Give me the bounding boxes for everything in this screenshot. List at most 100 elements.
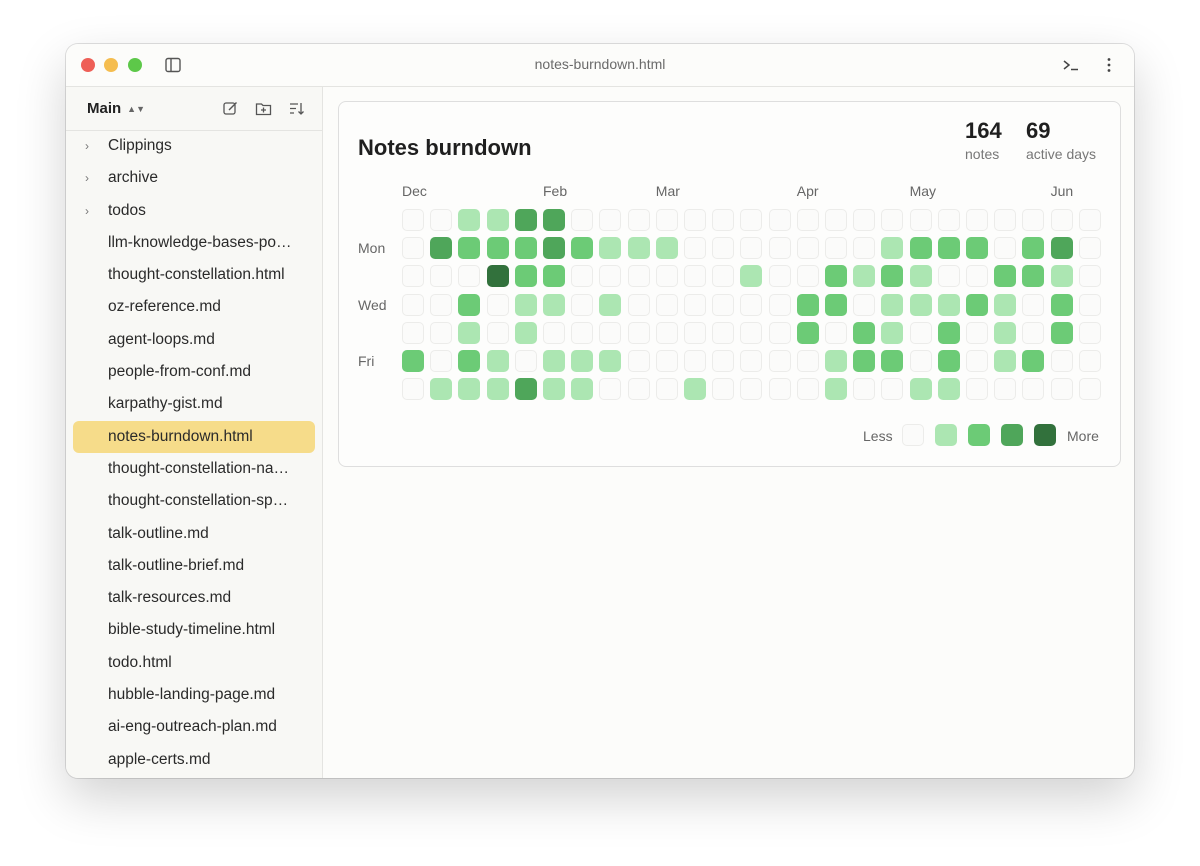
heatmap-cell[interactable] — [740, 293, 763, 316]
heatmap-cell[interactable] — [514, 293, 537, 316]
heatmap-cell[interactable] — [684, 209, 706, 231]
heatmap-cell[interactable] — [994, 265, 1017, 288]
heatmap-cell[interactable] — [937, 321, 960, 344]
heatmap-cell[interactable] — [825, 350, 847, 372]
vault-switcher[interactable]: Main ▲▼ — [87, 100, 145, 117]
heatmap-cell[interactable] — [684, 265, 706, 288]
heatmap-cell[interactable] — [825, 237, 847, 260]
heatmap-cell[interactable] — [994, 293, 1017, 316]
heatmap-cell[interactable] — [543, 350, 565, 372]
sidebar-file[interactable]: hubble-landing-page.md — [73, 679, 315, 711]
heatmap-cell[interactable] — [486, 265, 509, 288]
sidebar-folder[interactable]: › Clippings — [73, 130, 315, 162]
heatmap-cell[interactable] — [712, 293, 735, 316]
heatmap-cell[interactable] — [966, 321, 988, 344]
heatmap-cell[interactable] — [881, 350, 904, 372]
heatmap-cell[interactable] — [881, 209, 904, 231]
heatmap-cell[interactable] — [458, 321, 481, 344]
heatmap-cell[interactable] — [768, 237, 791, 260]
heatmap-cell[interactable] — [514, 209, 537, 231]
heatmap-cell[interactable] — [599, 265, 622, 288]
sidebar-file[interactable]: bible-study-timeline.html — [73, 614, 315, 646]
heatmap-cell[interactable] — [1050, 378, 1073, 401]
heatmap-cell[interactable] — [486, 321, 509, 344]
heatmap-cell[interactable] — [1050, 209, 1073, 231]
heatmap-cell[interactable] — [994, 350, 1017, 372]
heatmap-cell[interactable] — [966, 350, 988, 372]
heatmap-cell[interactable] — [909, 378, 932, 401]
sidebar-file[interactable]: karpathy-gist.md — [73, 388, 315, 420]
heatmap-cell[interactable] — [402, 265, 424, 288]
heatmap-cell[interactable] — [430, 321, 453, 344]
zoom-window-button[interactable] — [128, 58, 142, 72]
new-folder-icon[interactable] — [255, 100, 272, 117]
heatmap-cell[interactable] — [740, 209, 763, 231]
heatmap-cell[interactable] — [430, 378, 453, 401]
heatmap-cell[interactable] — [881, 237, 904, 260]
heatmap-cell[interactable] — [655, 265, 678, 288]
heatmap-cell[interactable] — [909, 209, 932, 231]
heatmap-cell[interactable] — [655, 237, 678, 260]
heatmap-cell[interactable] — [655, 293, 678, 316]
heatmap-cell[interactable] — [853, 350, 876, 372]
heatmap-cell[interactable] — [937, 293, 960, 316]
heatmap-cell[interactable] — [402, 378, 424, 401]
heatmap-cell[interactable] — [796, 209, 819, 231]
heatmap-cell[interactable] — [994, 209, 1017, 231]
heatmap-cell[interactable] — [796, 265, 819, 288]
heatmap-cell[interactable] — [994, 237, 1017, 260]
heatmap-cell[interactable] — [627, 378, 650, 401]
heatmap-cell[interactable] — [1050, 265, 1073, 288]
heatmap-cell[interactable] — [825, 321, 847, 344]
heatmap-cell[interactable] — [543, 209, 565, 231]
heatmap-cell[interactable] — [1022, 293, 1045, 316]
heatmap-cell[interactable] — [712, 321, 735, 344]
heatmap-cell[interactable] — [571, 265, 594, 288]
sort-icon[interactable] — [288, 100, 305, 117]
heatmap-cell[interactable] — [684, 378, 706, 401]
sidebar-file[interactable]: apple-certs.md — [73, 744, 315, 776]
heatmap-cell[interactable] — [1050, 350, 1073, 372]
heatmap-cell[interactable] — [543, 321, 565, 344]
heatmap-cell[interactable] — [768, 378, 791, 401]
sidebar-file[interactable]: todo.html — [73, 647, 315, 679]
heatmap-cell[interactable] — [740, 378, 763, 401]
heatmap-cell[interactable] — [994, 321, 1017, 344]
heatmap-cell[interactable] — [543, 265, 565, 288]
heatmap-cell[interactable] — [571, 350, 594, 372]
heatmap-cell[interactable] — [627, 350, 650, 372]
heatmap-cell[interactable] — [796, 350, 819, 372]
heatmap-cell[interactable] — [825, 209, 847, 231]
heatmap-cell[interactable] — [966, 378, 988, 401]
heatmap-cell[interactable] — [966, 265, 988, 288]
heatmap-cell[interactable] — [627, 293, 650, 316]
sidebar-folder[interactable]: › todos — [73, 195, 315, 227]
heatmap-cell[interactable] — [1050, 321, 1073, 344]
heatmap-cell[interactable] — [796, 237, 819, 260]
heatmap-cell[interactable] — [937, 209, 960, 231]
sidebar-file[interactable]: people-from-conf.md — [73, 356, 315, 388]
heatmap-cell[interactable] — [796, 321, 819, 344]
heatmap-cell[interactable] — [881, 293, 904, 316]
sidebar-file[interactable]: thought-constellation.html — [73, 259, 315, 291]
heatmap-cell[interactable] — [966, 237, 988, 260]
heatmap-cell[interactable] — [655, 209, 678, 231]
heatmap-cell[interactable] — [853, 378, 876, 401]
heatmap-cell[interactable] — [402, 209, 424, 231]
heatmap-cell[interactable] — [966, 209, 988, 231]
heatmap-cell[interactable] — [937, 265, 960, 288]
heatmap-cell[interactable] — [740, 350, 763, 372]
heatmap-cell[interactable] — [514, 378, 537, 401]
heatmap-cell[interactable] — [881, 321, 904, 344]
heatmap-cell[interactable] — [712, 209, 735, 231]
heatmap-cell[interactable] — [1078, 378, 1101, 401]
heatmap-cell[interactable] — [994, 378, 1017, 401]
heatmap-cell[interactable] — [1078, 350, 1101, 372]
heatmap-cell[interactable] — [599, 237, 622, 260]
heatmap-cell[interactable] — [768, 209, 791, 231]
heatmap-cell[interactable] — [458, 237, 481, 260]
heatmap-cell[interactable] — [458, 265, 481, 288]
heatmap-cell[interactable] — [655, 321, 678, 344]
heatmap-cell[interactable] — [740, 265, 763, 288]
heatmap-cell[interactable] — [712, 350, 735, 372]
